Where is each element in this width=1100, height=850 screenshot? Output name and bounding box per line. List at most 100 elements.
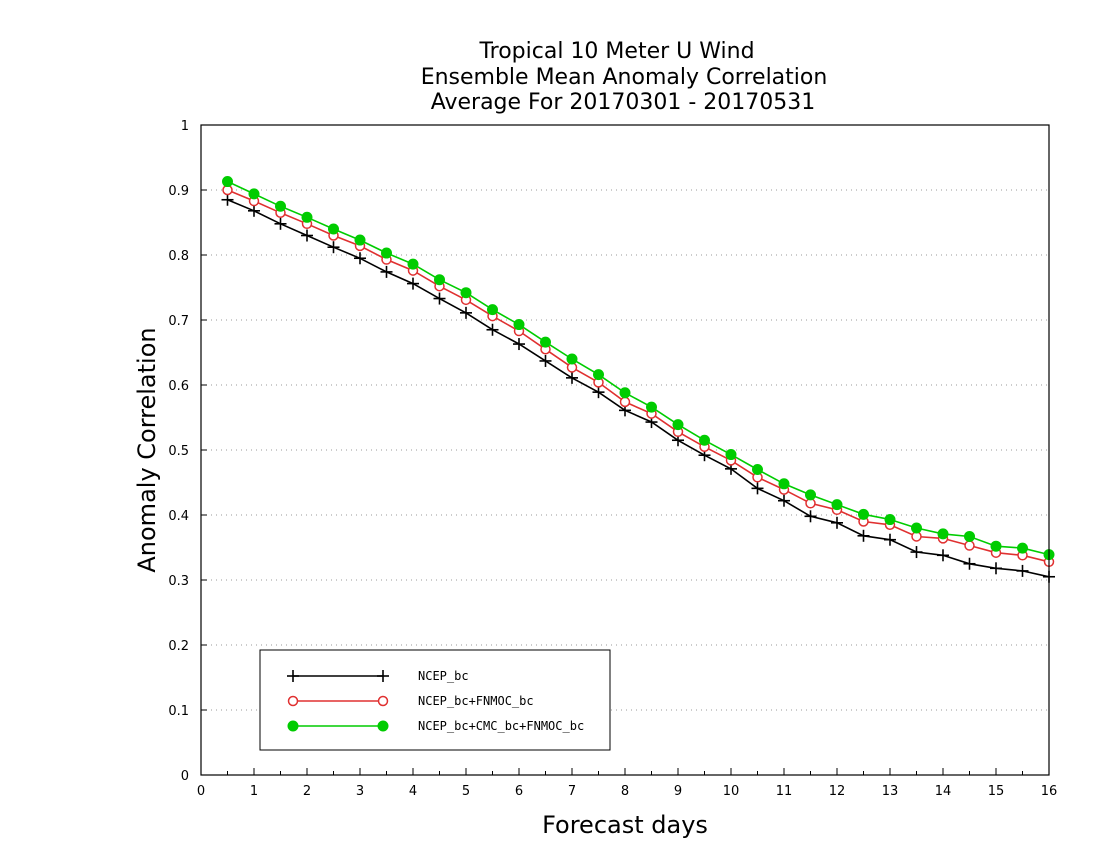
title-line-3: Average For 20170301 - 20170531	[431, 90, 816, 115]
series-line-2	[227, 180, 1050, 556]
x-tick-label-2: 2	[303, 784, 311, 799]
y-tick-label-3: 0.3	[168, 574, 189, 589]
series-0-point-10	[486, 323, 499, 336]
x-tick-label-10: 10	[723, 784, 740, 799]
series-0-point-0	[221, 193, 234, 206]
series-2-point-10	[487, 304, 498, 316]
series-2-point-26	[911, 522, 922, 534]
series-0-point-20	[751, 482, 764, 495]
series-2-point-6	[381, 247, 392, 259]
legend-marker-start-0	[287, 670, 299, 682]
series-2-point-25	[884, 514, 896, 526]
x-tick-label-7: 7	[568, 784, 576, 799]
legend-marker-end-2	[377, 720, 389, 732]
x-tick-label-9: 9	[674, 784, 682, 799]
x-tick-label-16: 16	[1041, 784, 1058, 799]
x-axis-label: Forecast days	[542, 811, 708, 839]
series-0-point-23	[831, 516, 843, 529]
series-0-point-13	[566, 371, 578, 384]
series-2-point-11	[513, 319, 525, 331]
series-2-point-8	[434, 274, 445, 286]
y-tick-label-0: 0	[181, 769, 189, 784]
x-tick-label-15: 15	[988, 784, 1005, 799]
series-2-point-12	[540, 336, 551, 348]
chart-title: Tropical 10 Meter U Wind Ensemble Mean A…	[421, 39, 828, 115]
title-line-2: Ensemble Mean Anomaly Correlation	[421, 65, 828, 90]
series-2-point-30	[1017, 542, 1028, 554]
series-2-point-2	[275, 200, 286, 212]
series-2-point-5	[354, 234, 366, 246]
legend-marker-end-0	[377, 670, 389, 682]
series-2-point-21	[778, 478, 790, 490]
series-line-0	[227, 199, 1050, 578]
series-0-point-1	[248, 204, 260, 217]
series-line-1	[227, 189, 1050, 563]
legend-label-2: NCEP_bc+CMC_bc+FNMOC_bc	[418, 719, 584, 733]
series-2-point-4	[328, 223, 339, 235]
series-2-point-15	[619, 387, 631, 399]
series-0-point-29	[990, 562, 1002, 575]
series-2-point-24	[858, 508, 869, 520]
y-tick-label-7: 0.7	[168, 314, 189, 329]
x-tick-label-14: 14	[935, 784, 952, 799]
series-0-point-26	[910, 546, 923, 559]
series-2-point-28	[964, 530, 975, 542]
series-0-point-25	[884, 533, 896, 546]
series-0-point-12	[539, 354, 552, 367]
y-tick-label-5: 0.5	[168, 444, 189, 459]
y-tick-label-6: 0.6	[168, 379, 189, 394]
legend-label-0: NCEP_bc	[418, 669, 469, 683]
series-0-point-28	[963, 557, 976, 570]
x-tick-label-11: 11	[776, 784, 793, 799]
series-0-point-8	[433, 292, 446, 305]
series-2-point-16	[646, 401, 657, 413]
series-0-point-4	[327, 241, 340, 254]
grid	[201, 189, 1049, 711]
series-2-point-1	[248, 188, 260, 200]
y-axis: 0 0.1 0.2 0.3 0.4 0.5 0.6 0.7 0.8 0.9 1	[168, 119, 207, 784]
x-tick-label-5: 5	[462, 784, 470, 799]
legend-marker-start-1	[287, 695, 299, 707]
x-tick-label-4: 4	[409, 784, 417, 799]
series-1-point-28	[964, 540, 975, 551]
series-0-point-7	[407, 277, 419, 290]
series-2-point-13	[566, 353, 578, 365]
y-tick-label-9: 0.9	[168, 184, 189, 199]
series-2-point-20	[752, 464, 763, 475]
series-0-point-21	[778, 494, 790, 507]
series-2-point-27	[937, 528, 949, 540]
series-2-point-17	[672, 419, 684, 431]
series-2-point-29	[990, 540, 1002, 552]
legend-label-1: NCEP_bc+FNMOC_bc	[418, 694, 534, 708]
legend-box	[259, 649, 611, 751]
series-2-point-14	[593, 369, 604, 381]
series-0-point-24	[857, 529, 870, 542]
y-axis-label: Anomaly Correlation	[133, 327, 161, 572]
x-tick-label-1: 1	[250, 784, 258, 799]
series-0-point-27	[937, 549, 949, 562]
title-line-1: Tropical 10 Meter U Wind	[478, 39, 754, 64]
series-2-point-19	[725, 449, 737, 461]
x-tick-label-12: 12	[829, 784, 846, 799]
y-tick-label-8: 0.8	[168, 249, 189, 264]
legend-marker-end-1	[377, 695, 389, 707]
series-0-point-14	[592, 386, 605, 399]
x-tick-label-8: 8	[621, 784, 629, 799]
series-2-point-7	[407, 258, 419, 270]
x-tick-label-0: 0	[197, 784, 205, 799]
y-tick-label-2: 0.2	[168, 639, 189, 654]
series-0-point-11	[513, 338, 525, 351]
series-2-point-23	[831, 499, 843, 511]
y-tick-label-1: 0.1	[168, 704, 189, 719]
y-tick-label-4: 0.4	[168, 509, 189, 524]
series-0-point-3	[301, 229, 313, 242]
series-0-point-22	[804, 510, 817, 523]
y-tick-label-10: 1	[181, 119, 189, 134]
series-0-point-30	[1016, 564, 1029, 577]
series-2-point-0	[222, 176, 233, 188]
series-0-point-5	[354, 252, 366, 265]
series-0-point-2	[274, 217, 287, 230]
x-tick-label-6: 6	[515, 784, 523, 799]
series-lines	[221, 176, 1055, 583]
